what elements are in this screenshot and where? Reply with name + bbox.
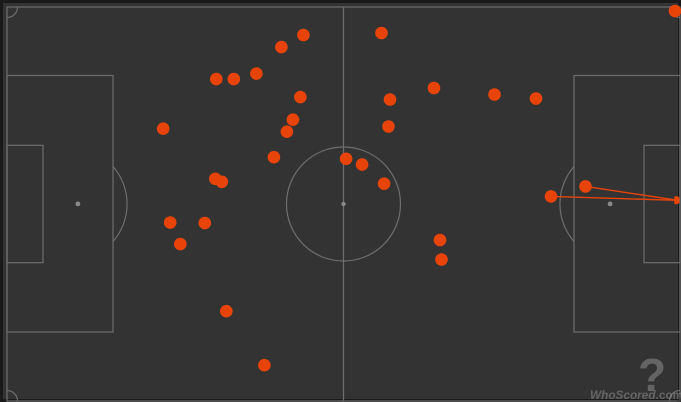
- svg-text:WhoScored.com: WhoScored.com: [590, 388, 681, 402]
